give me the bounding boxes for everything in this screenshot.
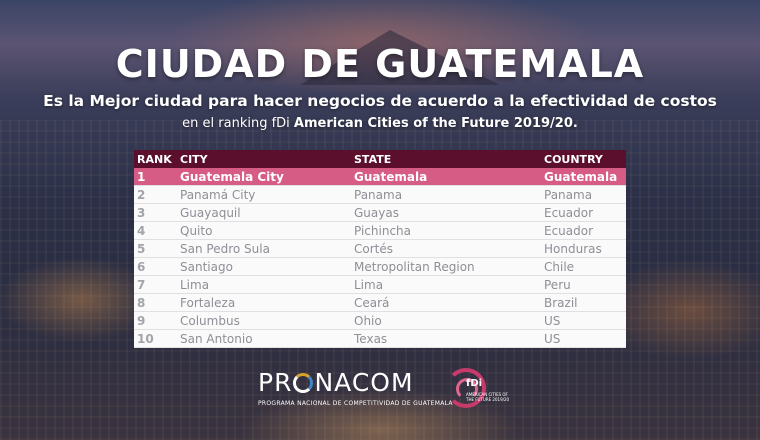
fdi-logo-text: fDi	[466, 378, 483, 389]
volcano-silhouette	[300, 30, 500, 85]
cell-state: Pichincha	[354, 223, 412, 238]
cell-rank: 5	[137, 241, 146, 256]
cell-rank: 6	[137, 259, 146, 274]
cell-rank: 1	[137, 169, 146, 184]
header-rank: RANK	[137, 152, 172, 166]
header-state: STATE	[354, 152, 392, 166]
cell-country: Ecuador	[544, 223, 594, 238]
cell-country: Peru	[544, 277, 571, 292]
cell-country: Ecuador	[544, 205, 594, 220]
ranking-caption-prefix: en el ranking fDi	[182, 116, 294, 131]
cell-rank: 9	[137, 313, 146, 328]
cell-state: Texas	[354, 331, 388, 346]
page-subtitle: Es la Mejor ciudad para hacer negocios d…	[43, 92, 717, 110]
cell-city: San Antonio	[180, 331, 253, 346]
cell-rank: 4	[137, 223, 146, 238]
cell-city: Lima	[180, 277, 210, 292]
table-row: 2 Panamá City Panama Panama	[134, 186, 626, 204]
cell-country: Guatemala	[544, 169, 618, 184]
table-row: 1 Guatemala City Guatemala Guatemala	[134, 168, 626, 186]
cell-city: Fortaleza	[180, 295, 236, 310]
cell-rank: 10	[137, 331, 154, 346]
cell-state: Metropolitan Region	[354, 259, 475, 274]
fdi-inner-ring-icon	[456, 378, 478, 400]
pronacom-logo-post: NACOM	[314, 368, 414, 397]
cell-state: Ceará	[354, 295, 390, 310]
cell-country: US	[544, 313, 561, 328]
table-row: 3 Guayaquil Guayas Ecuador	[134, 204, 626, 222]
pronacom-o-icon	[293, 373, 314, 393]
cell-country: US	[544, 331, 561, 346]
ranking-caption: en el ranking fDi American Cities of the…	[0, 116, 760, 131]
header-country: COUNTRY	[544, 152, 603, 166]
cell-state: Ohio	[354, 313, 382, 328]
cell-rank: 8	[137, 295, 146, 310]
cell-state: Panama	[354, 187, 403, 202]
pronacom-tagline: PROGRAMA NACIONAL DE COMPETITIVIDAD DE G…	[258, 400, 453, 407]
cell-country: Honduras	[544, 241, 602, 256]
cell-country: Brazil	[544, 295, 578, 310]
ranking-caption-name: American Cities of the Future 2019/20.	[293, 116, 578, 131]
cell-state: Lima	[354, 277, 384, 292]
ranking-table: RANK CITY STATE COUNTRY 1 Guatemala City G…	[134, 150, 626, 348]
footer-logos: PR NACOM PROGRAMA NACIONAL DE COMPETITIVI…	[0, 368, 760, 418]
cell-city: San Pedro Sula	[180, 241, 270, 256]
cell-state: Guatemala	[354, 169, 428, 184]
cell-city: Guayaquil	[180, 205, 241, 220]
pronacom-logo-pre: PR	[258, 368, 293, 397]
cell-rank: 7	[137, 277, 146, 292]
cell-rank: 3	[137, 205, 146, 220]
cell-rank: 2	[137, 187, 146, 202]
cell-country: Panama	[544, 187, 593, 202]
page-title: CIUDAD DE GUATEMALA	[115, 42, 645, 86]
pronacom-logo: PR NACOM	[258, 368, 414, 397]
cell-city: Quito	[180, 223, 213, 238]
table-row: 7 Lima Lima Peru	[134, 276, 626, 294]
table-row: 6 Santiago Metropolitan Region Chile	[134, 258, 626, 276]
table-row: 4 Quito Pichincha Ecuador	[134, 222, 626, 240]
cell-city: Panamá City	[180, 187, 256, 202]
fdi-ring-icon	[446, 368, 486, 408]
table-row: 10 San Antonio Texas US	[134, 330, 626, 348]
cell-state: Guayas	[354, 205, 399, 220]
table-row: 8 Fortaleza Ceará Brazil	[134, 294, 626, 312]
table-row: 5 San Pedro Sula Cortés Honduras	[134, 240, 626, 258]
cell-city: Columbus	[180, 313, 240, 328]
fdi-tagline: AMERICAN CITIES OF THE FUTURE 2019/20	[466, 392, 510, 402]
table-header: RANK CITY STATE COUNTRY	[134, 150, 626, 168]
table-row: 9 Columbus Ohio US	[134, 312, 626, 330]
cell-state: Cortés	[354, 241, 393, 256]
cell-city: Guatemala City	[180, 169, 284, 184]
header-city: CITY	[180, 152, 208, 166]
cell-country: Chile	[544, 259, 575, 274]
cell-city: Santiago	[180, 259, 233, 274]
